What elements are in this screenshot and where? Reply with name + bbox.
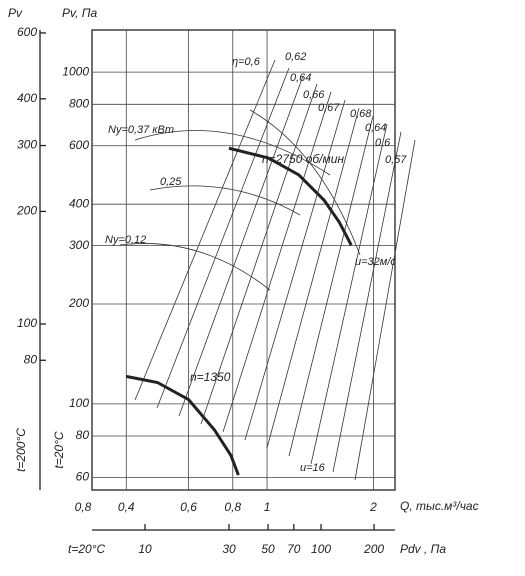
curve-label: n=1350 bbox=[190, 370, 231, 384]
annotation: 0,25 bbox=[160, 176, 182, 188]
annotation: 0,57 bbox=[385, 154, 407, 166]
y2-tick-label: 200 bbox=[16, 204, 37, 218]
y-tick-label: 80 bbox=[76, 428, 90, 442]
y-tick-label: 60 bbox=[76, 470, 90, 484]
annotation: Nу=0,37 кВт bbox=[108, 124, 174, 136]
x2-label: Pdv , Па bbox=[400, 542, 446, 556]
y2-tick-label: 600 bbox=[17, 25, 37, 39]
y2-tick-label: 100 bbox=[17, 316, 37, 330]
y-tick-label: 400 bbox=[69, 196, 89, 210]
y-tick-label: 1000 bbox=[62, 64, 89, 78]
x-tick-label: 2 bbox=[369, 500, 377, 514]
efficiency-line bbox=[354, 139, 416, 481]
annotation: η=0,6 bbox=[232, 56, 261, 68]
x2-tick-label: 100 bbox=[311, 542, 331, 556]
power-curve bbox=[134, 130, 331, 176]
annotation: 0,62 bbox=[285, 51, 306, 63]
annotation: 0,67 bbox=[318, 102, 340, 114]
annotation: 0,66 bbox=[303, 89, 325, 101]
efficiency-line bbox=[288, 115, 374, 457]
annotation: 0,64 bbox=[290, 72, 311, 84]
y-note: t=20°C bbox=[52, 431, 66, 468]
x2-tick-label: 200 bbox=[363, 542, 384, 556]
y-tick-label: 600 bbox=[69, 138, 89, 152]
power-curve bbox=[119, 243, 271, 291]
x-tick-label: 0,6 bbox=[180, 500, 197, 514]
x-start-label: 0,8 bbox=[75, 500, 92, 514]
curve-label: n=2750 об/мин bbox=[262, 152, 344, 166]
x-tick-label: 0,4 bbox=[118, 500, 135, 514]
plot-frame bbox=[91, 29, 396, 491]
curve bbox=[228, 146, 353, 246]
y-label: Pv, Па bbox=[62, 6, 97, 20]
annotation: Nу=0,12 bbox=[105, 234, 146, 246]
y-tick-label: 300 bbox=[69, 238, 89, 252]
x2-tick-label: 50 bbox=[261, 542, 275, 556]
annotation: u=32м/с bbox=[355, 256, 396, 268]
y2-tick-label: 400 bbox=[17, 91, 37, 105]
efficiency-line bbox=[222, 91, 332, 433]
annotation: 0,6 bbox=[375, 137, 391, 149]
x2-tick-label: 10 bbox=[138, 542, 152, 556]
y-tick-label: 800 bbox=[69, 96, 89, 110]
power-curve bbox=[149, 185, 301, 216]
annotation: u=16 bbox=[300, 462, 326, 474]
annotation: 0,68 bbox=[350, 108, 372, 120]
x2-tick-label: 30 bbox=[222, 542, 236, 556]
y2-note: t=200°C bbox=[14, 428, 28, 472]
speed-curve bbox=[249, 109, 361, 256]
y2-tick-label: 300 bbox=[17, 138, 37, 152]
x2-note: t=20°C bbox=[68, 542, 105, 556]
y2-tick-label: 80 bbox=[24, 352, 38, 366]
efficiency-line bbox=[310, 123, 388, 465]
efficiency-line bbox=[332, 131, 402, 473]
efficiency-line bbox=[244, 99, 346, 441]
y-tick-label: 200 bbox=[68, 296, 89, 310]
x-tick-label: 0,8 bbox=[224, 500, 241, 514]
y-tick-label: 100 bbox=[69, 396, 89, 410]
curve bbox=[125, 374, 240, 476]
efficiency-line bbox=[200, 83, 318, 425]
x2-tick-label: 70 bbox=[287, 542, 301, 556]
y2-label: Pv bbox=[8, 6, 23, 20]
efficiency-line bbox=[266, 107, 360, 449]
efficiency-line bbox=[134, 59, 276, 401]
x-label: Q, тыс.м³/час bbox=[400, 499, 479, 513]
annotation: 0,64 bbox=[365, 122, 386, 134]
x-tick-label: 1 bbox=[264, 500, 271, 514]
